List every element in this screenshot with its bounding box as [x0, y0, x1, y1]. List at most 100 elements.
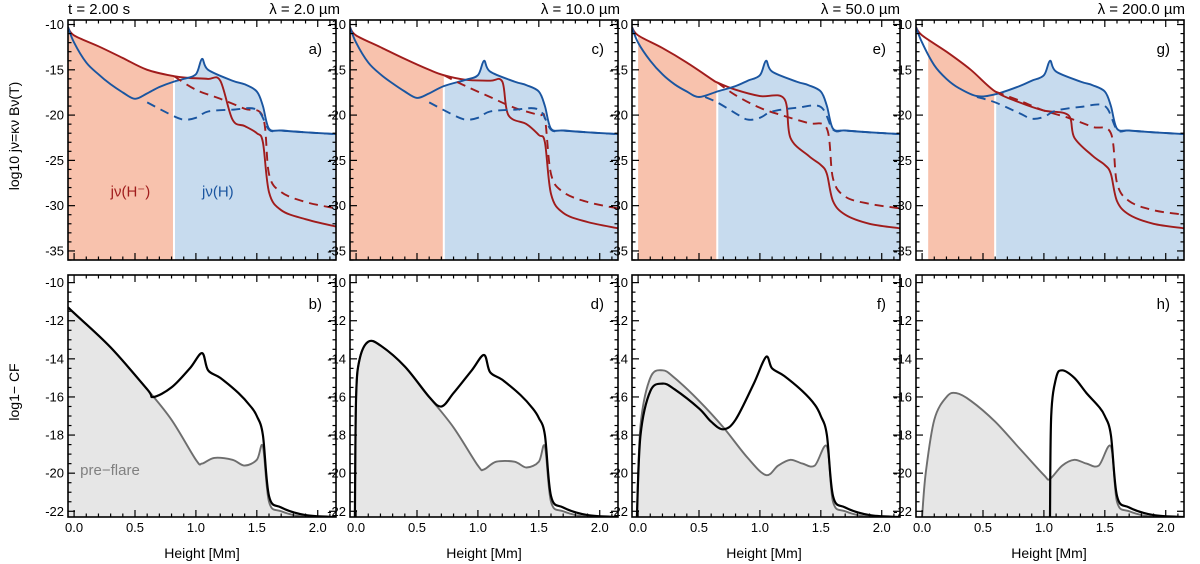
series-j-h-line	[916, 26, 1184, 136]
x-axis-title-3: Height [Mm]	[726, 545, 801, 561]
y-tick-label: -35	[609, 243, 628, 258]
panel-g-plot	[916, 26, 1184, 260]
y-tick-label: -14	[893, 351, 912, 366]
series-flare-line	[635, 355, 900, 517]
panels: -10 -15 -20 -25 -30 -35 a) jν(H⁻) jν(H) -10 -15 -20…	[45, 17, 1185, 535]
x-tick-label: 2.0	[591, 520, 609, 535]
x-tick-label: 0.0	[65, 520, 83, 535]
series-pre-flare-fill	[68, 307, 336, 517]
panel-d: 0.0 0.5 1.0 1.5 2.0 -10 -12 -14 -16 -18 -20 -22 d)	[327, 274, 619, 535]
panel-f-plot	[635, 355, 900, 517]
panel-label: f)	[877, 296, 886, 313]
wavelength-label-2: λ = 10.0 µm	[541, 1, 620, 18]
time-label: t = 2.00 s	[68, 1, 130, 18]
panel-f: 0.0 0.5 1.0 1.5 2.0 -10 -12 -14 -16 -18 -20 -22 f)	[609, 274, 901, 535]
x-axis-title-4: Height [Mm]	[1011, 545, 1086, 561]
h-region-fill	[443, 60, 618, 260]
series-pre-flare-fill	[636, 370, 900, 517]
y-tick-label: -16	[609, 389, 628, 404]
y-tick-label: -15	[893, 62, 912, 77]
y-tick-label: -12	[327, 313, 346, 328]
y-tick-label: -20	[609, 466, 628, 481]
y-tick-label: -30	[609, 198, 628, 213]
y-tick-label: -12	[609, 313, 628, 328]
y-tick-label: -18	[45, 428, 64, 443]
y-tick-label: -10	[893, 17, 912, 32]
y-tick-label: -12	[893, 313, 912, 328]
y-tick-label: -18	[327, 428, 346, 443]
y-tick-label: -18	[609, 428, 628, 443]
x-axis-title-2: Height [Mm]	[446, 545, 521, 561]
y-tick-label: -22	[327, 504, 346, 519]
x-axis-title-1: Height [Mm]	[164, 545, 239, 561]
y-tick-label: -35	[327, 243, 346, 258]
panel-e-plot	[632, 26, 900, 260]
y-tick-label: -20	[327, 466, 346, 481]
y-tick-label: -14	[609, 351, 628, 366]
x-tick-label: 0.0	[629, 520, 647, 535]
series-flare-line	[1048, 369, 1184, 517]
x-tick-label: 2.0	[873, 520, 891, 535]
panel-label: d)	[591, 296, 604, 313]
y-tick-label: -16	[45, 389, 64, 404]
y-tick-label: -15	[327, 62, 346, 77]
panel-label: g)	[1157, 41, 1170, 58]
x-tick-label: 1.0	[469, 520, 487, 535]
y-tick-label: -14	[327, 351, 346, 366]
y-tick-label: -22	[893, 504, 912, 519]
y-tick-label: -10	[327, 275, 346, 290]
wavelength-label-4: λ = 200.0 µm	[1098, 1, 1185, 18]
x-tick-label: 1.5	[530, 520, 548, 535]
series-j-h-line	[68, 26, 336, 228]
wavelength-label-3: λ = 50.0 µm	[821, 1, 900, 18]
panel-g-frame	[915, 19, 1185, 261]
hminus-region-fill	[928, 39, 996, 260]
y-tick-label: -20	[609, 108, 628, 123]
hminus-region-fill	[350, 27, 444, 260]
panel-h: 0.0 0.5 1.0 1.5 2.0 -10 -12 -14 -16 -18 -20 -22 h)	[893, 274, 1185, 535]
series-j-h-pre-flare-line	[173, 75, 336, 210]
panel-label: h)	[1157, 296, 1170, 313]
y-tick-label: -20	[893, 108, 912, 123]
series-pre-flare-line	[635, 369, 900, 517]
y-tick-label: -25	[45, 153, 64, 168]
panel-a-plot	[68, 26, 336, 260]
h-region-fill	[717, 60, 900, 260]
x-tick-label: 2.0	[1157, 520, 1175, 535]
x-tick-label: 0.5	[126, 520, 144, 535]
x-tick-label: 0.5	[690, 520, 708, 535]
y-tick-label: -10	[45, 275, 64, 290]
panel-h-frame	[915, 274, 1185, 518]
y-tick-label: -10	[609, 275, 628, 290]
annotation-label: pre−flare	[80, 462, 140, 479]
x-tick-label: 0.5	[408, 520, 426, 535]
annotation-label: jν(H⁻)	[110, 184, 151, 201]
panel-g: -10 -15 -20 -25 -30 -35 g)	[893, 17, 1185, 261]
series-j-h-pre-flare-line	[976, 96, 1184, 136]
y-tick-label: -30	[893, 198, 912, 213]
y-tick-label: -12	[45, 313, 64, 328]
top-y-axis-title: log10 jν=κν Bν(T)	[6, 82, 22, 191]
panel-label: c)	[592, 41, 605, 58]
series-j-h-line	[916, 26, 1184, 230]
x-tick-label: 2.0	[309, 520, 327, 535]
series-pre-flare-fill	[354, 340, 618, 517]
panel-c-plot	[350, 26, 618, 260]
y-tick-label: -35	[893, 243, 912, 258]
y-tick-label: -30	[45, 198, 64, 213]
series-j-h-line	[350, 26, 618, 230]
y-tick-label: -25	[609, 153, 628, 168]
x-tick-label: 1.5	[812, 520, 830, 535]
panel-f-frame	[631, 274, 901, 518]
y-tick-label: -16	[893, 389, 912, 404]
panel-d-frame	[349, 274, 619, 518]
y-tick-label: -30	[327, 198, 346, 213]
series-flare-line	[68, 306, 336, 517]
panel-a-frame	[67, 19, 337, 261]
y-tick-label: -16	[327, 389, 346, 404]
hminus-region-fill	[638, 35, 718, 260]
panel-e-frame	[631, 19, 901, 261]
y-tick-label: -20	[893, 466, 912, 481]
panel-e: -10 -15 -20 -25 -30 -35 e)	[609, 17, 901, 261]
